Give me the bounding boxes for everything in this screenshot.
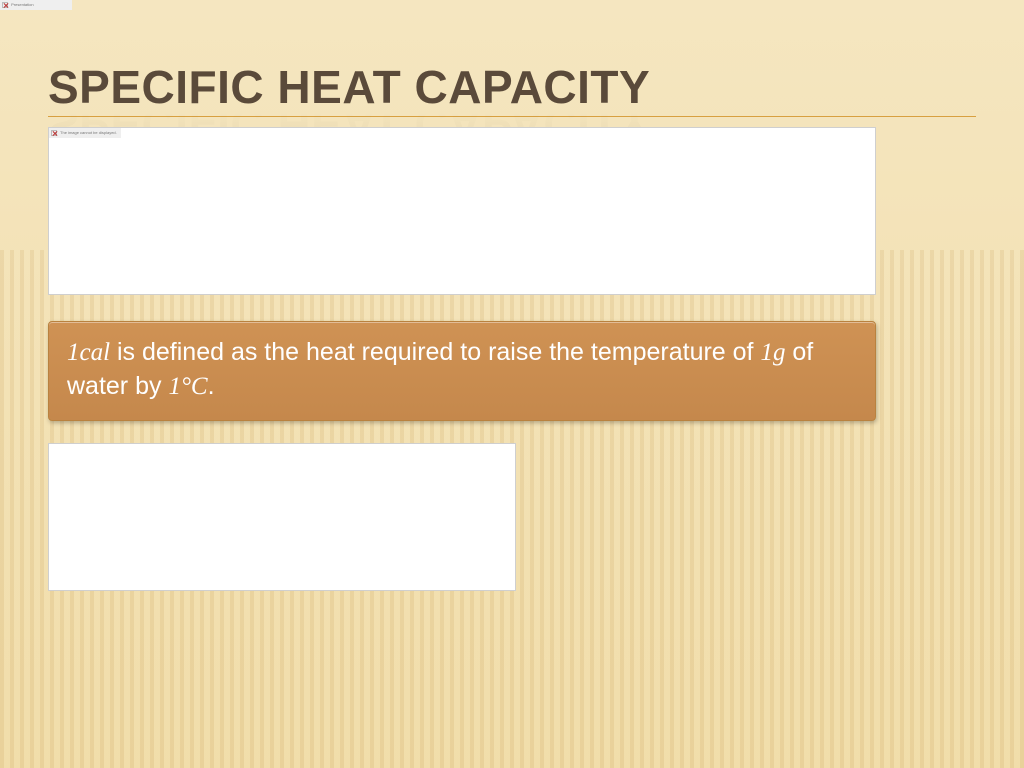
broken-image-label: The image cannot be displayed.	[60, 130, 117, 135]
image-placeholder-2	[48, 443, 516, 591]
callout-text-1: is defined as the heat required to raise…	[110, 338, 760, 366]
definition-callout: 1cal is defined as the heat required to …	[48, 321, 876, 421]
slide-content: SPECIFIC HEAT CAPACITY SPECIFIC HEAT CAP…	[0, 0, 1024, 591]
image-placeholder-1: The image cannot be displayed.	[48, 127, 876, 295]
callout-text-3: .	[208, 372, 215, 400]
broken-image-icon	[51, 130, 57, 136]
broken-image-indicator: The image cannot be displayed.	[49, 128, 121, 138]
callout-term-1cal: 1cal	[67, 339, 110, 366]
callout-term-1g: 1g	[760, 339, 785, 366]
slide-title: SPECIFIC HEAT CAPACITY	[48, 60, 976, 114]
callout-term-1c: 1°C	[168, 373, 207, 400]
